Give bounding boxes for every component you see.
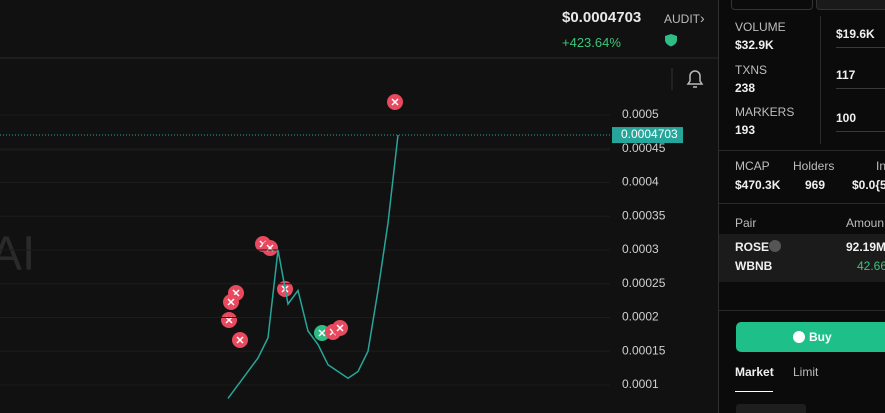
underline[interactable]: [836, 88, 885, 89]
underline[interactable]: [836, 131, 885, 132]
marker-x: [236, 336, 244, 344]
buy-label: Buy: [809, 330, 832, 344]
metric-label: In: [876, 159, 885, 173]
price-change: +423.64%: [562, 35, 621, 50]
shield: [665, 34, 677, 47]
stat-label: TXNS: [735, 63, 768, 77]
y-tick-label: 0.0005: [622, 107, 659, 121]
price-tag: [612, 127, 683, 144]
divider: [719, 203, 885, 204]
y-tick-label: 0.00045: [622, 141, 666, 155]
token: WBNB: [735, 259, 773, 273]
divider: [719, 150, 885, 151]
marker-x: [227, 298, 235, 306]
metric-value: $0.0{5: [852, 178, 885, 192]
divider: [718, 0, 719, 413]
tab[interactable]: Limit: [793, 365, 819, 379]
tab-button[interactable]: [816, 0, 885, 10]
y-tick-label: 0.0003: [622, 242, 659, 256]
marker-x: [336, 324, 344, 332]
price: $0.0004703: [562, 9, 642, 26]
metric-value: 969: [805, 178, 826, 192]
stat-right: 117: [836, 68, 856, 82]
amount: 92.19M: [846, 240, 885, 254]
price-tag-label: 0.0004703: [621, 127, 678, 141]
chart-panel: AI 0.0001 0.00015 0.0002 0.00025 0.0003 0.000…: [0, 0, 718, 413]
stat-value: 193: [735, 123, 756, 137]
token: ROSE: [735, 240, 770, 254]
stat-value: 238: [735, 81, 756, 95]
divider: [719, 310, 885, 311]
underline[interactable]: [836, 47, 885, 48]
y-tick-label: 0.0002: [622, 310, 659, 324]
buy-icon: [793, 331, 805, 343]
chart-bg: [0, 0, 718, 413]
column-header: Pair: [735, 216, 757, 230]
watermark: AI: [0, 228, 35, 281]
tab-button[interactable]: [731, 0, 813, 10]
trade-markers: [221, 94, 403, 348]
metric-label: MCAP: [735, 159, 770, 173]
y-tick-label: 0.00035: [622, 208, 666, 222]
chevron: ›: [700, 10, 705, 26]
y-tick-label: 0.00015: [622, 343, 666, 357]
column-header: Amoun: [846, 216, 885, 230]
bell-icon[interactable]: [686, 70, 704, 88]
buy-button[interactable]: [736, 322, 885, 352]
shield-icon: [665, 34, 677, 47]
tab-underline: [735, 391, 773, 392]
price-line: [227, 134, 399, 399]
tab[interactable]: Market: [735, 365, 774, 379]
stat-right: $19.6K: [836, 27, 875, 41]
amount: 42.66: [857, 259, 885, 273]
stat-right: 100: [836, 111, 857, 125]
marker-x: [318, 329, 326, 337]
bell: [686, 70, 704, 85]
marker-x: [225, 316, 233, 324]
stat-value: $32.9K: [735, 38, 774, 52]
input[interactable]: [736, 404, 806, 413]
y-tick-label: 0.0001: [622, 377, 659, 391]
divider: [820, 16, 821, 144]
metric-label: Holders: [793, 159, 835, 173]
y-tick-label: 0.00025: [622, 276, 666, 290]
audit-link[interactable]: AUDIT: [664, 12, 700, 26]
metric-value: $470.3K: [735, 178, 781, 192]
lock-icon: [769, 240, 781, 252]
marker-x: [391, 98, 399, 106]
stat-label: VOLUME: [735, 20, 786, 34]
stat-label: MARKERS: [735, 105, 795, 119]
y-tick-label: 0.0004: [622, 175, 659, 189]
pair-row[interactable]: [719, 234, 885, 282]
